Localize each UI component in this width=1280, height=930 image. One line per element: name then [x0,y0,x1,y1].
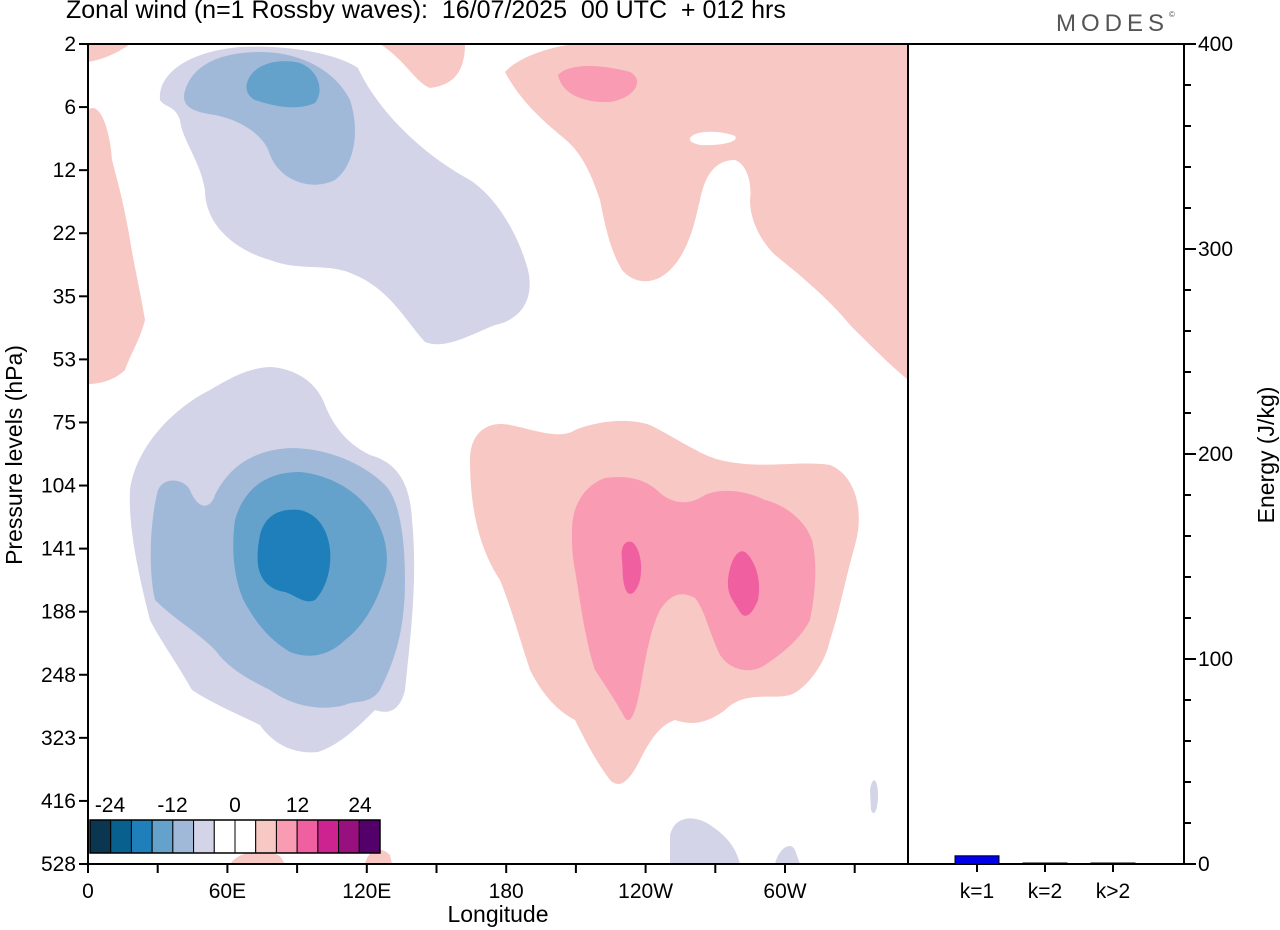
brand-mark: © [1169,10,1175,19]
colorbar-swatch [151,819,174,854]
x-tick-label: 0 [82,880,94,903]
energy-tick-label: 0 [1198,853,1210,876]
y-tick-label: 528 [41,853,76,876]
x-tick-label: 60W [763,880,806,903]
colorbar-label: 12 [286,794,309,817]
contour-pos-top-left [88,44,130,62]
colorbar-swatch [172,819,195,854]
x-tick-label: 120E [342,880,391,903]
y-tick-label: 416 [41,790,76,813]
colorbar-swatch [317,819,340,854]
colorbar-swatch [358,819,381,854]
y-tick-label: 141 [41,538,76,561]
energy-bar [1090,862,1136,865]
colorbar-swatch [89,819,112,854]
contour-neg-bottom [670,818,740,864]
x-tick-label: 180 [489,880,524,903]
colorbar-swatch [234,819,257,854]
y-tick-label: 12 [53,159,76,182]
energy-category-label: k=2 [1028,880,1062,903]
colorbar-frame [89,819,381,854]
y-axis: 2 6 12 22 35 53 75 104 141 188 248 323 416 528 [41,33,88,876]
x-axis: 0 60E 120E 180 120W 60W [82,864,856,903]
contour-pos-upper-right [505,44,908,380]
contour-neg-bottom-sliver [870,780,878,814]
contour-pos-lower-mid [572,476,816,721]
energy-bars: k=1 k=2 k>2 [954,855,1136,903]
y-tick-label: 6 [64,96,76,119]
colorbar: -24 -12 0 12 24 [89,794,381,854]
colorbar-swatch [213,819,236,854]
y-axis-title: Pressure levels (hPa) [1,345,27,565]
x-tick-label: 120W [618,880,673,903]
y-tick-label: 188 [41,601,76,624]
contour-pos-left-edge [88,108,145,384]
brand-text: MODES [1056,10,1170,37]
colorbar-swatch [110,819,132,854]
contour-neg-lower-inner [257,509,331,602]
energy-tick-label: 400 [1198,33,1233,56]
colorbar-label: 24 [348,794,372,817]
contour-pos-upper-core [558,66,638,103]
colorbar-label: -12 [157,794,187,817]
energy-category-label: k=1 [960,880,994,903]
brand-logo: MODES© [1056,10,1175,38]
energy-bar [1022,862,1068,865]
y-tick-label: 2 [64,33,76,56]
contour-field [88,44,908,864]
energy-tick-label: 300 [1198,238,1233,261]
colorbar-label: -24 [95,794,126,817]
x-axis-title: Longitude [447,901,548,927]
y-tick-label: 53 [53,348,76,371]
energy-tick-label: 200 [1198,443,1233,466]
energy-category-label: k>2 [1096,880,1130,903]
contour-pos-bottom-left [230,851,285,864]
y-tick-label: 75 [53,411,76,434]
x-tick-label: 60E [209,880,246,903]
colorbar-label: 0 [229,794,241,817]
contour-pos-lower-core2 [727,551,760,616]
contour-neg-upper-inner [246,61,320,108]
energy-axis-title: Energy (J/kg) [1253,387,1279,524]
chart-title: Zonal wind (n=1 Rossby waves): 16/07/202… [66,0,786,24]
colorbar-swatch [338,819,360,854]
y-tick-label: 248 [41,664,76,687]
contour-pos-lower-core1 [621,541,642,594]
colorbar-swatch [275,819,298,854]
y-tick-label: 22 [53,222,76,245]
energy-bar [954,855,1000,865]
contour-neg-bottom-small [775,845,800,864]
contour-pos-upper-hole [689,131,736,146]
colorbar-swatch [296,819,319,854]
energy-axis: 0 100 200 300 400 [1184,33,1233,876]
contour-pos-top-center [380,44,465,88]
colorbar-swatch [130,819,153,854]
colorbar-swatch [193,819,215,854]
energy-panel-frame [907,43,1185,865]
energy-tick-label: 100 [1198,648,1233,671]
y-tick-label: 323 [41,727,76,750]
colorbar-swatch [255,819,277,854]
y-tick-label: 35 [53,285,76,308]
y-tick-label: 104 [41,475,76,498]
